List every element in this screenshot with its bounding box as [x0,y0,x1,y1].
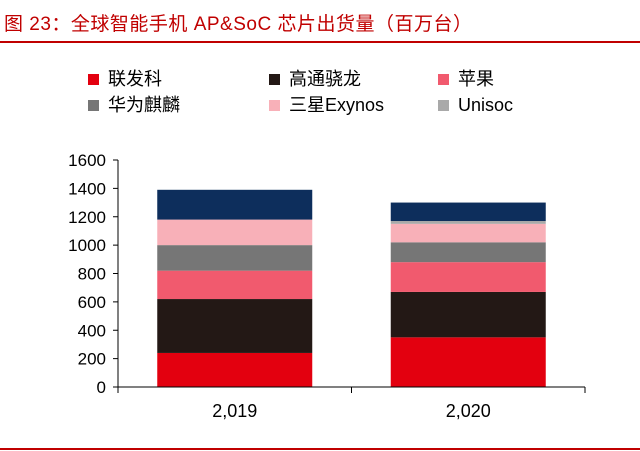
legend-swatch-snapdragon [269,73,280,85]
y-tick-label: 400 [78,321,106,340]
bar-segment [157,219,313,246]
legend-label-snapdragon: 高通骁龙 [289,69,361,89]
bar-segment [390,223,546,243]
y-tick-label: 800 [78,265,106,284]
legend-item-apple: 苹果 [438,68,494,90]
bar-segment [390,202,546,222]
bar-segment [157,245,313,271]
y-tick-label: 0 [97,378,106,397]
title-divider [0,41,640,43]
y-tick-label: 1400 [68,179,106,198]
bar-segment [390,221,546,224]
y-tick-label: 1200 [68,208,106,227]
y-tick-label: 600 [78,293,106,312]
footer-divider [0,448,640,450]
legend-label-kirin: 华为麒麟 [108,95,180,115]
legend-swatch-apple [438,73,449,85]
legend-item-kirin: 华为麒麟 [88,94,180,116]
y-tick-label: 200 [78,350,106,369]
bar-segment [390,242,546,263]
bar-segment [157,299,313,353]
bar-segment [157,189,313,220]
bar-segment [390,337,546,387]
legend-swatch-mediatek [88,73,99,85]
bar-segment [390,291,546,338]
bar-segment [390,262,546,292]
y-tick-label: 1600 [68,151,106,170]
x-category-label: 2,019 [212,401,257,421]
bar-segment [157,352,313,387]
legend-label-exynos: 三星Exynos [289,95,385,115]
y-tick-label: 1000 [68,236,106,255]
bar-segment [157,270,313,300]
legend-item-snapdragon: 高通骁龙 [269,68,361,90]
legend-label-apple: 苹果 [458,69,494,89]
figure-title: 图 23：全球智能手机 AP&SoC 芯片出货量（百万台） [4,14,473,35]
legend-item-mediatek: 联发科 [88,68,162,90]
x-category-label: 2,020 [446,401,491,421]
legend-swatch-unisoc [438,99,449,111]
chart-legend: 联发科 高通骁龙 苹果 华为麒麟 三星Exynos Unisoc [0,0,640,130]
legend-label-mediatek: 联发科 [108,69,162,89]
legend-label-unisoc: Unisoc [458,95,514,115]
legend-swatch-kirin [88,99,99,111]
legend-item-exynos: 三星Exynos [269,94,384,116]
legend-item-unisoc: Unisoc [438,94,513,116]
legend-swatch-exynos [269,99,280,111]
